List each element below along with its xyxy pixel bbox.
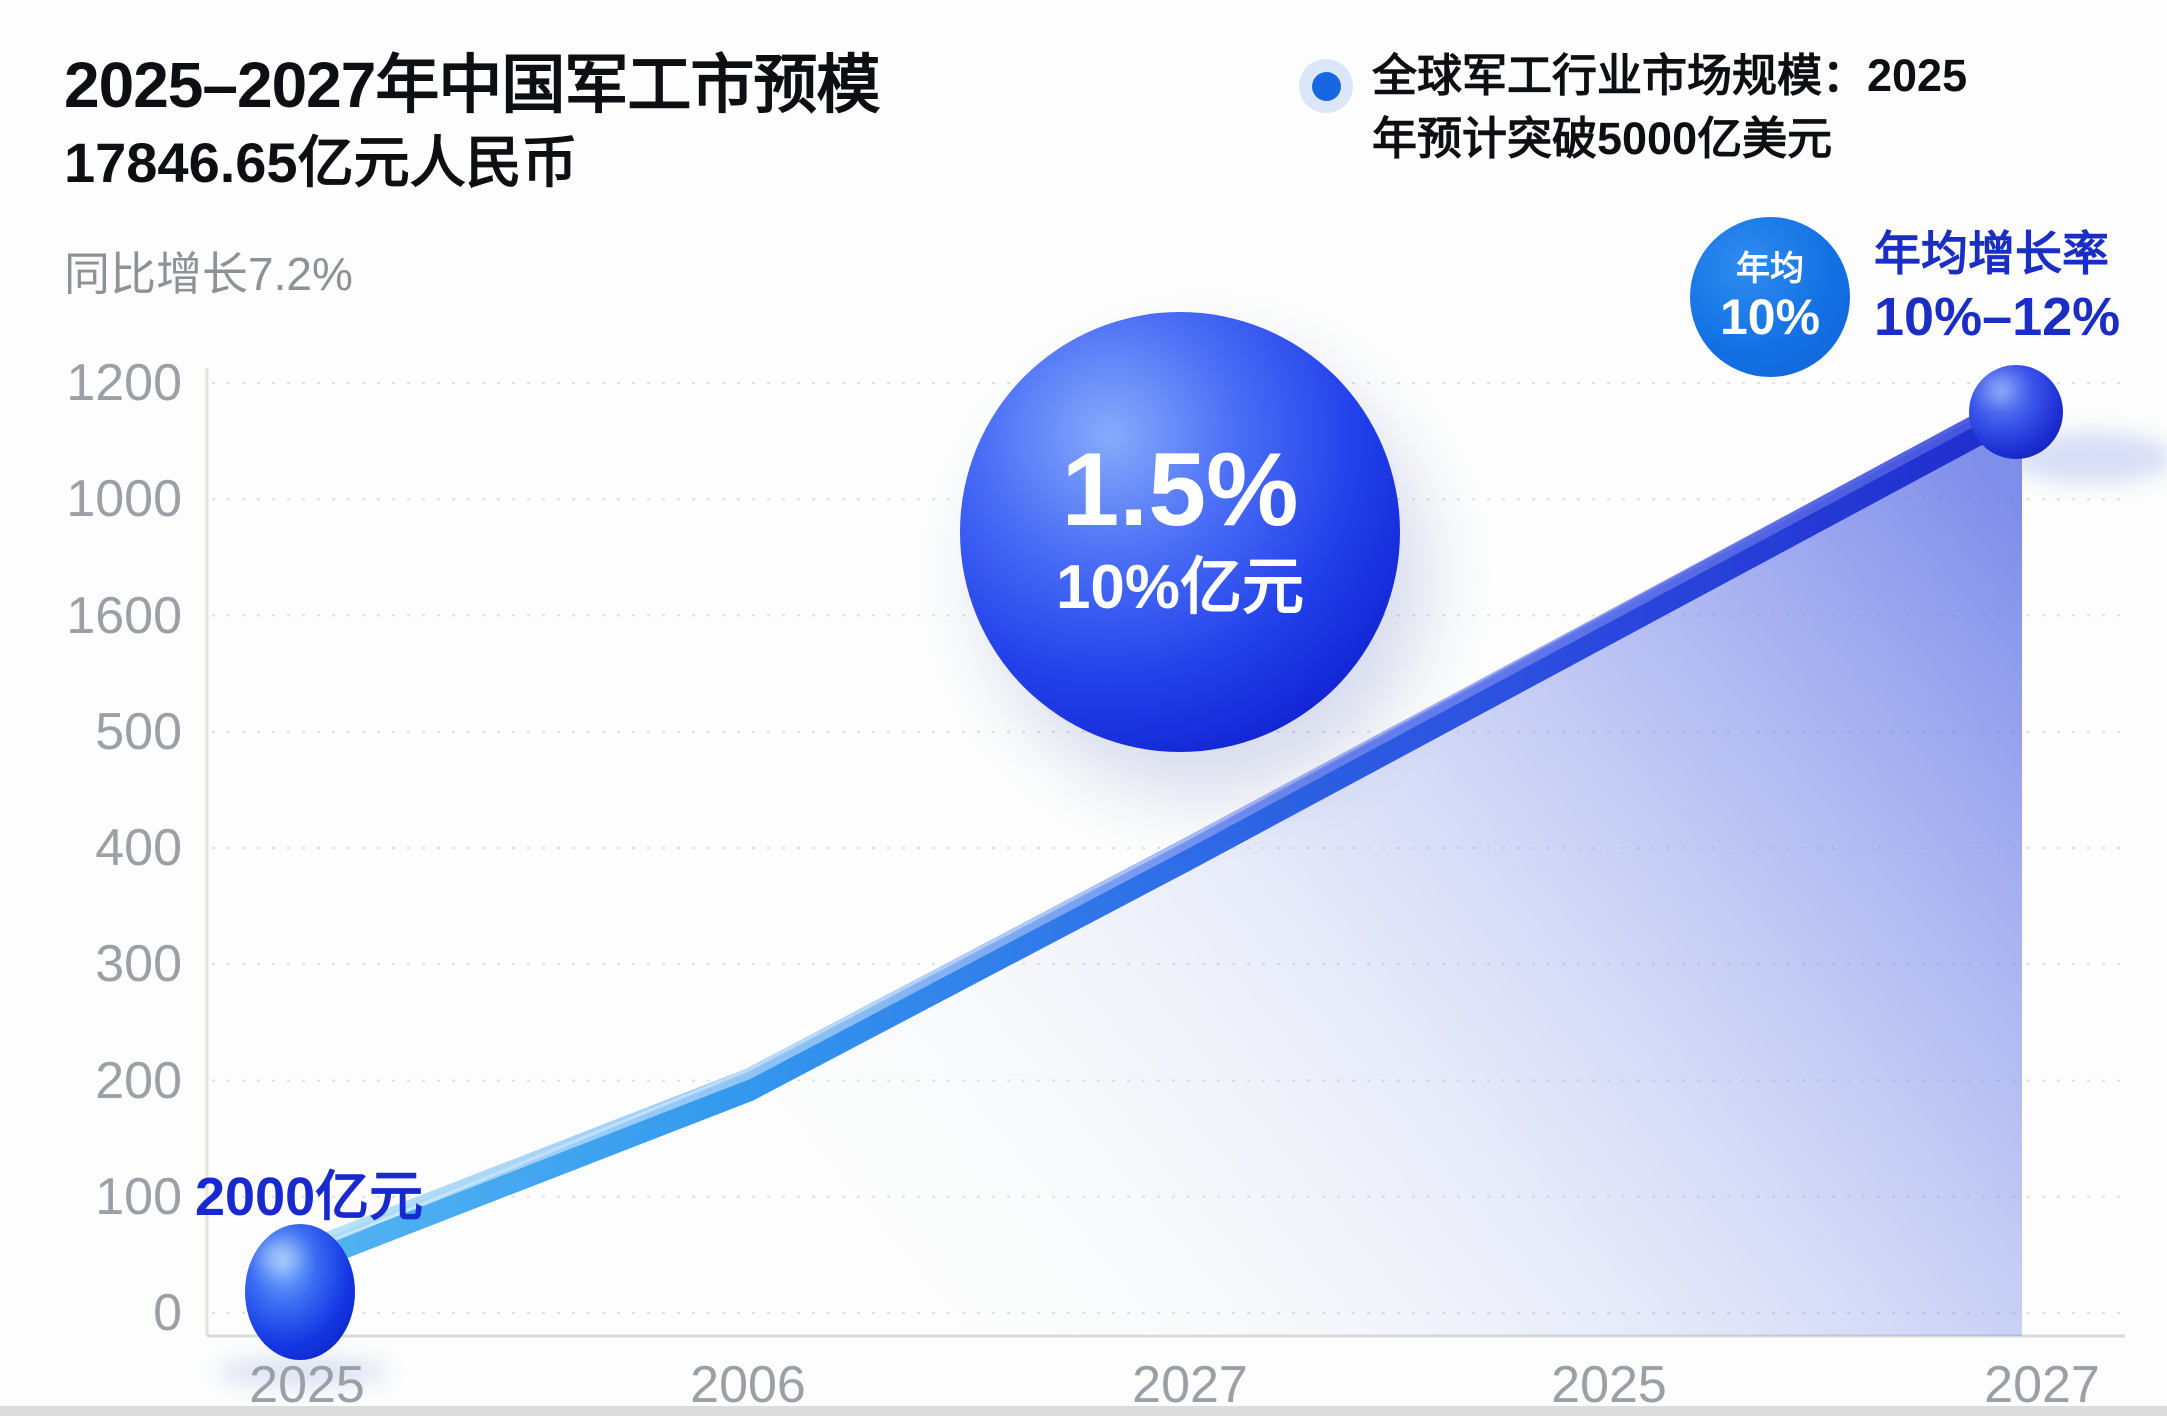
y-tick-label: 1000 — [66, 470, 182, 529]
x-tick-label: 2006 — [690, 1356, 806, 1414]
avg-growth-note-line1: 年均增长率 — [1874, 227, 2109, 280]
legend-text-line1: 全球军工行业市场规模：2025 — [1372, 50, 1968, 101]
avg-growth-note: 年均增长率 10%–12% — [1874, 224, 2167, 350]
end-data-point — [1969, 365, 2063, 459]
end-sphere-shadow — [2012, 432, 2167, 484]
page-title-line2: 17846.65亿元人民币 — [64, 131, 578, 194]
page-title-line1: 2025–2027年中国军工市预模 — [64, 49, 880, 121]
start-sphere-highlight — [260, 1243, 300, 1269]
avg-growth-note-line2: 10%–12% — [1874, 287, 2121, 347]
trend-line — [286, 398, 2029, 1276]
y-tick-label: 200 — [95, 1051, 182, 1110]
end-sphere-highlight — [1985, 378, 2015, 398]
callout-bubble-line2: 10%亿元 — [1055, 553, 1305, 622]
start-sphere-shadow — [216, 1356, 388, 1388]
start-point-label: 2000亿元 — [195, 1167, 424, 1227]
y-tick-label: 100 — [95, 1167, 182, 1226]
y-tick-label: 300 — [95, 935, 182, 994]
y-tick-label: 1200 — [66, 354, 182, 412]
avg-growth-badge-line1: 年均 — [1736, 250, 1804, 288]
callout-bubble-line1: 1.5% — [1061, 432, 1299, 548]
start-data-point — [245, 1224, 355, 1360]
trend-line-gloss — [329, 396, 2001, 1244]
y-tick-label: 1600 — [66, 586, 182, 645]
page-subtitle: 同比增长7.2% — [64, 248, 353, 300]
y-tick-label: 0 — [153, 1284, 182, 1342]
y-tick-label: 400 — [95, 819, 182, 877]
y-tick-label: 500 — [95, 702, 182, 761]
avg-growth-badge: 年均 10% — [1690, 217, 1850, 377]
x-tick-label: 2027 — [1132, 1356, 1248, 1414]
x-tick-label: 2025 — [1551, 1356, 1667, 1414]
trend-line-bevel — [294, 394, 2018, 1254]
blue-dot-icon — [1311, 71, 1341, 101]
legend-text-line2: 年预计突破5000亿美元 — [1372, 113, 1833, 164]
x-tick-label: 2027 — [1984, 1356, 2100, 1414]
x-tick-label: 2025 — [249, 1356, 365, 1414]
avg-growth-badge-line2: 10% — [1719, 289, 1821, 345]
legend-text: 全球军工行业市场规模：2025 年预计突破5000亿美元 — [1372, 44, 1992, 170]
bottom-edge-strip — [0, 1406, 2167, 1416]
legend-marker — [1299, 59, 1353, 113]
callout-bubble: 1.5% 10%亿元 — [960, 312, 1400, 752]
